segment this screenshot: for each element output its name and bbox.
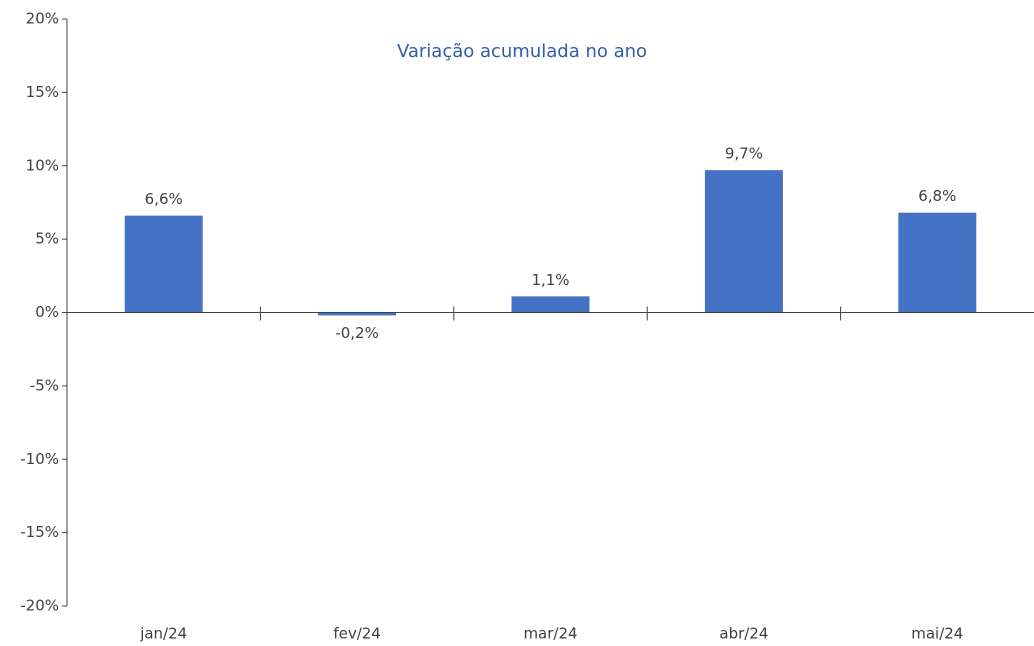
data-label: 9,7% bbox=[725, 145, 763, 163]
y-tick-label: 20% bbox=[26, 10, 59, 28]
bar bbox=[511, 296, 590, 313]
y-tick-label: 10% bbox=[26, 156, 59, 174]
x-tick-label: jan/24 bbox=[139, 625, 187, 643]
data-label: 6,6% bbox=[145, 190, 183, 208]
y-tick-label: -20% bbox=[20, 597, 59, 615]
y-tick-label: 15% bbox=[26, 83, 59, 101]
bar bbox=[898, 212, 977, 313]
x-tick-label: mar/24 bbox=[523, 625, 577, 643]
chart-title: Variação acumulada no ano bbox=[397, 41, 647, 62]
y-tick-label: 5% bbox=[35, 230, 59, 248]
x-tick-label: mai/24 bbox=[911, 625, 963, 643]
bar bbox=[124, 215, 203, 313]
data-label: -0,2% bbox=[335, 324, 379, 342]
y-tick-label: 0% bbox=[35, 303, 59, 321]
y-tick-label: -15% bbox=[20, 523, 59, 541]
x-tick-label: abr/24 bbox=[719, 625, 768, 643]
y-tick-label: -10% bbox=[20, 450, 59, 468]
data-label: 1,1% bbox=[531, 271, 569, 289]
data-label: 6,8% bbox=[918, 187, 956, 205]
y-tick-label: -5% bbox=[30, 376, 59, 394]
bar bbox=[318, 312, 397, 316]
bar bbox=[704, 170, 783, 313]
x-tick-label: fev/24 bbox=[333, 625, 381, 643]
